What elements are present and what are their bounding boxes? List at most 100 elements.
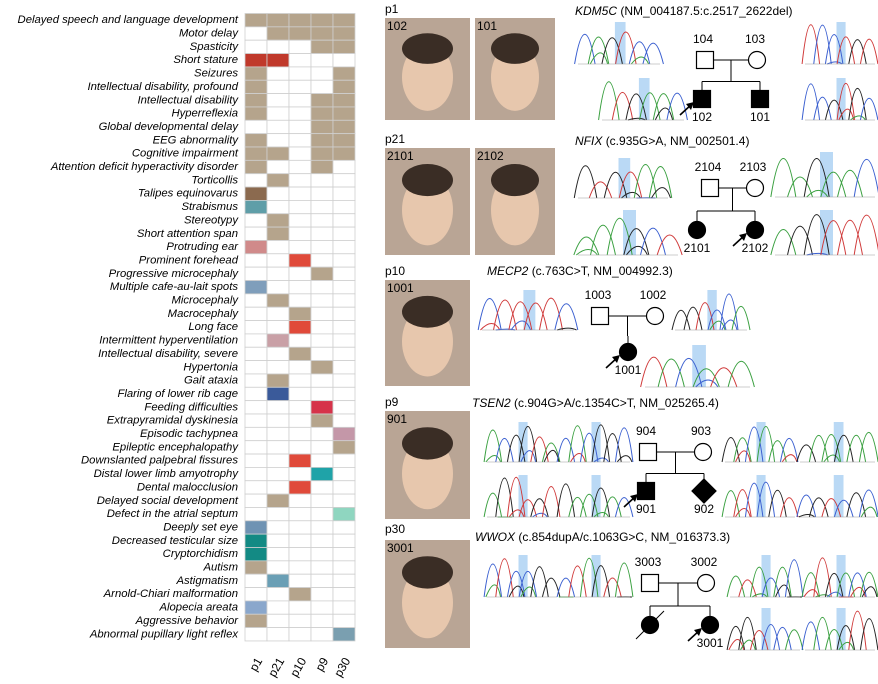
heatmap-cell: [245, 321, 267, 334]
heatmap-cell: [289, 160, 311, 173]
phenotype-label: Arnold-Chiari malformation: [103, 588, 238, 600]
heatmap-cell: [311, 134, 333, 147]
pedigree-label: 3002: [691, 555, 718, 569]
phenotype-label: Macrocephaly: [168, 308, 240, 320]
chromatogram: [802, 78, 878, 120]
pedigree-label: 902: [694, 502, 714, 516]
heatmap-cell: [267, 494, 289, 507]
chromatogram: [575, 22, 664, 64]
chromatogram: [797, 475, 878, 517]
pedigree-unknown-sex: [692, 479, 716, 503]
heatmap-cell: [245, 347, 267, 360]
panel-label: p30: [385, 522, 405, 536]
heatmap-cell: [289, 267, 311, 280]
peak: [728, 361, 754, 387]
heatmap-cell: [267, 160, 289, 173]
peak: [684, 307, 702, 330]
heatmap-cell: [267, 14, 289, 27]
heatmap-cell: [289, 494, 311, 507]
heatmap-cell: [267, 321, 289, 334]
heatmap-cell: [289, 534, 311, 547]
peak: [557, 484, 575, 517]
chromatogram: [557, 475, 633, 517]
heatmap-cell: [267, 521, 289, 534]
heatmap-cell: [333, 174, 355, 187]
phenotype-label: Cryptorchidism: [163, 548, 238, 560]
heatmap-cell: [311, 588, 333, 601]
heatmap-cell: [311, 27, 333, 40]
heatmap-cell: [245, 174, 267, 187]
patient-label: p30: [331, 655, 353, 679]
heatmap-cell: [267, 227, 289, 240]
panel-label: p9: [385, 395, 399, 409]
heatmap-cell: [267, 414, 289, 427]
pedigree-male: [697, 52, 714, 69]
hair: [402, 296, 453, 328]
phenotype-label: Protruding ear: [166, 241, 239, 253]
heatmap-cell: [245, 588, 267, 601]
heatmap-cell: [333, 227, 355, 240]
heatmap-cell: [267, 534, 289, 547]
peak: [849, 40, 867, 64]
heatmap-cell: [267, 361, 289, 374]
peak: [769, 441, 787, 462]
heatmap-cell: [311, 200, 333, 213]
phenotype-label: Distal lower limb amyotrophy: [94, 468, 240, 480]
peak: [555, 304, 578, 330]
heatmap-cell: [333, 347, 355, 360]
heatmap-cell: [245, 254, 267, 267]
heatmap-cell: [267, 214, 289, 227]
heatmap-cell: [311, 160, 333, 173]
heatmap-cell: [311, 214, 333, 227]
heatmap-cell: [333, 40, 355, 53]
phenotype-label: Stereotypy: [184, 214, 239, 226]
heatmap-cell: [245, 481, 267, 494]
heatmap-cell: [311, 548, 333, 561]
phenotype-label: Epileptic encephalopathy: [112, 441, 239, 453]
peak: [643, 43, 664, 64]
peak: [486, 585, 501, 597]
chromatogram: [599, 78, 688, 120]
heatmap-cell: [289, 414, 311, 427]
heatmap-cell: [311, 454, 333, 467]
phenotype-label: Short stature: [173, 54, 238, 66]
chromatogram: [722, 475, 798, 517]
heatmap-cell: [245, 27, 267, 40]
heatmap-cell: [267, 27, 289, 40]
chromatogram: [727, 555, 803, 597]
peak: [804, 590, 819, 597]
phenotype-label: Talipes equinovarus: [138, 188, 238, 200]
peak: [576, 250, 597, 255]
heatmap-cell: [311, 67, 333, 80]
heatmap-cell: [289, 387, 311, 400]
peak: [480, 323, 499, 330]
pedigree-label: 102: [692, 110, 712, 124]
variant-title: WWOX (c.854dupA/c.1063G>C, NM_016373.3): [475, 530, 730, 544]
panel-label: p21: [385, 132, 405, 146]
chromatogram: [574, 158, 672, 198]
heatmap-cell: [333, 120, 355, 133]
pedigree-male: [592, 308, 609, 325]
heatmap-cell: [245, 414, 267, 427]
heatmap-cell: [311, 321, 333, 334]
heatmap-cell: [333, 494, 355, 507]
heatmap-cell: [245, 334, 267, 347]
heatmap-cell: [333, 441, 355, 454]
pedigree-male: [694, 91, 711, 108]
heatmap-cell: [333, 240, 355, 253]
phenotype-label: Strabismus: [181, 201, 238, 213]
heatmap-cell: [245, 507, 267, 520]
heatmap-cell: [245, 628, 267, 641]
heatmap-cell: [333, 521, 355, 534]
heatmap-cell: [289, 548, 311, 561]
phenotype-label: Dental malocclusion: [137, 481, 238, 493]
heatmap-cell: [333, 467, 355, 480]
heatmap-cell: [311, 294, 333, 307]
variant-highlight: [820, 152, 833, 197]
variant-title: TSEN2 (c.904G>A/c.1354C>T, NM_025265.4): [472, 396, 719, 410]
peak: [484, 493, 502, 517]
heatmap-cell: [289, 120, 311, 133]
heatmap-cell: [245, 240, 267, 253]
hair: [402, 427, 453, 459]
variant-text: (c.904G>A/c.1354C>T, NM_025265.4): [514, 396, 719, 410]
